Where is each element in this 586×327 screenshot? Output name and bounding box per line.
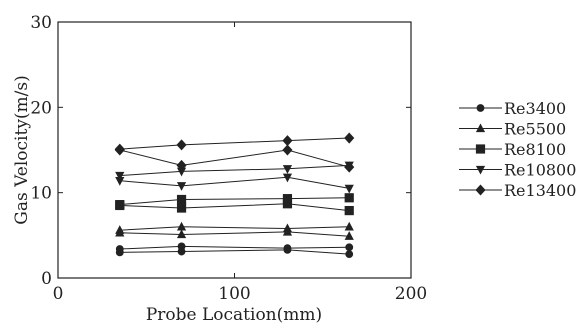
data-point	[176, 139, 187, 151]
series-line	[119, 231, 350, 237]
legend-marker	[475, 144, 486, 154]
legend-marker	[475, 165, 486, 175]
data-point	[115, 245, 124, 253]
legend-label: Re8100	[504, 140, 566, 159]
data-point	[282, 144, 293, 156]
data-point	[115, 200, 125, 211]
data-point	[177, 242, 186, 251]
data-point	[176, 159, 187, 171]
legend-item-re8100: Re8100	[459, 140, 566, 159]
y-axis-title: Gas Velocity(m/s)	[12, 75, 32, 225]
series-line	[119, 226, 350, 231]
data-point	[282, 199, 293, 209]
data-point	[176, 229, 187, 239]
series-re5500	[115, 221, 354, 240]
data-point	[115, 177, 125, 186]
legend-label: Re5500	[504, 120, 566, 139]
data-point	[344, 132, 355, 144]
data-point	[344, 161, 355, 173]
x-tick-label: 100	[218, 284, 250, 304]
series-layer	[114, 132, 355, 259]
legend-item-re10800: Re10800	[459, 161, 576, 180]
data-point	[344, 193, 354, 203]
legend-marker	[475, 184, 486, 196]
series-re3400	[115, 242, 354, 259]
data-point	[344, 184, 354, 194]
y-tick-label: 0	[41, 269, 52, 289]
series-line	[119, 245, 350, 250]
y-tick-label: 10	[30, 184, 52, 204]
series-line	[119, 149, 350, 168]
legend-label: Re13400	[504, 181, 576, 200]
data-point	[282, 165, 293, 174]
series-line	[119, 176, 350, 189]
series-re8100	[115, 193, 354, 216]
data-point	[176, 167, 187, 177]
data-point	[283, 244, 292, 253]
data-point	[176, 182, 187, 191]
legend-item-re5500: Re5500	[459, 120, 566, 139]
legend-item-re3400: Re3400	[459, 99, 566, 118]
series-line	[119, 137, 350, 150]
series-re10800	[115, 161, 354, 194]
series-re13400	[114, 132, 355, 173]
data-point	[345, 250, 354, 259]
series-line	[119, 203, 350, 212]
data-point	[282, 135, 293, 147]
x-tick-label: 200	[395, 284, 427, 304]
data-point	[345, 243, 354, 252]
data-point	[282, 226, 293, 236]
data-point	[282, 173, 293, 183]
data-point	[344, 205, 354, 216]
data-point	[344, 231, 354, 240]
data-point	[282, 194, 293, 204]
series-line	[119, 249, 350, 255]
x-tick-label: 0	[53, 284, 64, 304]
data-point	[114, 144, 125, 156]
x-axis-title: Probe Location(mm)	[146, 305, 322, 325]
data-point	[176, 194, 187, 205]
y-tick-label: 20	[30, 98, 52, 118]
series-line	[119, 197, 350, 206]
legend-item-re13400: Re13400	[459, 181, 576, 200]
legend-label: Re3400	[504, 99, 566, 118]
data-point	[115, 171, 125, 181]
legend-marker	[476, 104, 485, 112]
data-point	[344, 221, 354, 231]
data-point	[176, 221, 187, 231]
data-point	[176, 203, 187, 213]
plot-frame	[57, 21, 412, 279]
data-point	[115, 227, 125, 237]
series-line	[119, 164, 350, 177]
legend-marker	[475, 123, 486, 133]
legend-label: Re10800	[504, 161, 576, 180]
y-tick-label: 30	[30, 13, 52, 33]
axis-ticks: 0 100 200 0 10 20 30	[30, 13, 427, 304]
